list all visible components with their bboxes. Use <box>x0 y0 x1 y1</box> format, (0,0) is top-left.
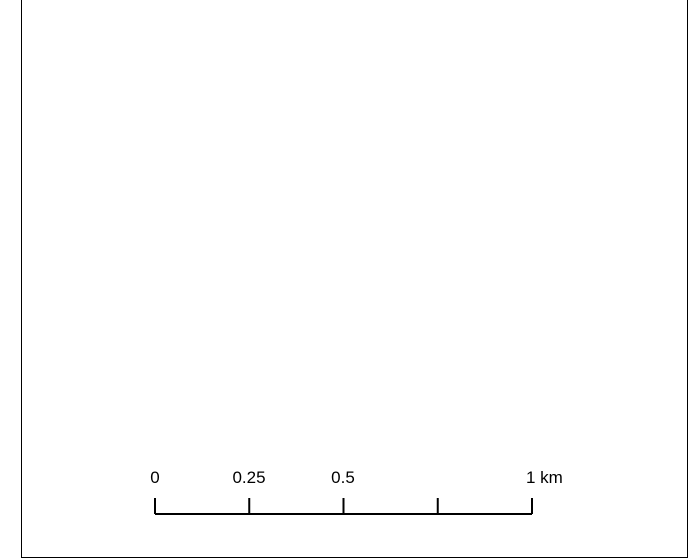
scale-label-0-5: 0.5 <box>331 468 355 487</box>
scale-ticks <box>154 498 533 514</box>
scale-label-1-km: 1 km <box>526 468 563 487</box>
map-frame <box>21 0 688 558</box>
scale-label-0: 0 <box>150 468 159 487</box>
scale-label-0-25: 0.25 <box>232 468 265 487</box>
